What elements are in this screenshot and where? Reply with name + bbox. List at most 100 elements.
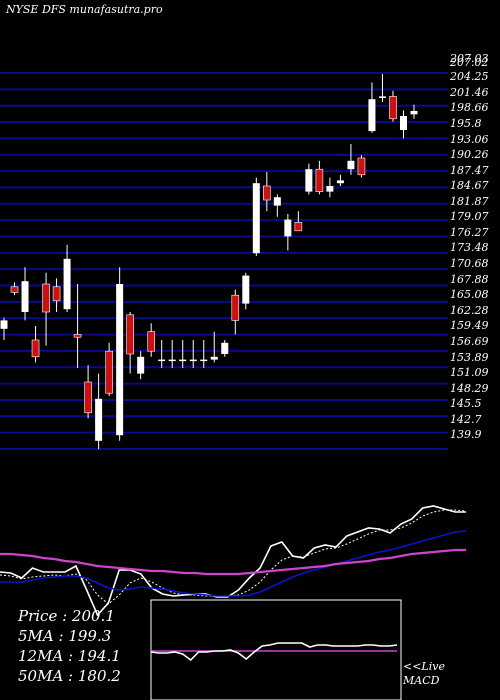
- macd-label: <<Live MACD: [403, 660, 445, 688]
- y-tick-label: 201.46: [449, 86, 489, 99]
- candle-body-up: [284, 219, 292, 237]
- candle-body-up: [252, 183, 260, 254]
- y-tick-label: 153.89: [450, 351, 489, 364]
- moving-average-panel: [0, 505, 467, 617]
- y-tick-label: 179.07: [450, 210, 489, 223]
- candle-body-up: [210, 356, 218, 360]
- candle-body-up: [221, 342, 229, 354]
- macd-panel: [150, 599, 402, 700]
- candle-body-down: [31, 339, 40, 358]
- candle: [73, 284, 82, 368]
- y-tick-label: 165.08: [450, 288, 489, 301]
- candle-body-up: [137, 356, 145, 374]
- candle-body-down: [315, 168, 324, 192]
- candle-body-up: [326, 186, 334, 192]
- candle-body-down: [357, 157, 366, 176]
- ma-series-2: [0, 530, 467, 597]
- candle-body-down: [10, 286, 19, 293]
- candle-body-up: [273, 197, 281, 206]
- candle: [231, 289, 240, 335]
- candle-body-down: [147, 331, 155, 352]
- y-tick-label: 148.29: [450, 382, 489, 395]
- candle: [95, 373, 103, 450]
- y-tick-label: 204.25: [449, 70, 489, 83]
- candle-body-up: [0, 320, 8, 329]
- candle: [137, 351, 145, 380]
- candle: [368, 82, 376, 133]
- candle: [158, 340, 166, 368]
- candle: [315, 160, 324, 195]
- y-tick-label: 173.48: [450, 241, 489, 254]
- y-tick-label: 142.7: [450, 413, 482, 426]
- candle-body-up: [189, 359, 197, 362]
- candle: [168, 340, 176, 368]
- candle: [126, 312, 134, 374]
- candle: [326, 177, 334, 198]
- candle-body-down: [126, 314, 134, 355]
- candle: [63, 244, 71, 312]
- candle: [263, 172, 271, 212]
- candle: [336, 174, 344, 186]
- candle-body-up: [410, 110, 418, 115]
- candle: [378, 74, 386, 102]
- candle: [221, 340, 229, 357]
- candle-body-up: [168, 359, 176, 362]
- candle: [389, 90, 397, 122]
- y-tick-label: 145.5: [450, 397, 482, 410]
- ma-series-3: [0, 548, 466, 576]
- y-tick-label: 207.02: [449, 56, 489, 69]
- ma12-readout: 12MA : 194.1: [18, 647, 121, 665]
- candle: [10, 282, 19, 296]
- candle: [84, 365, 92, 419]
- candle-body-up: [305, 169, 313, 192]
- candle-body-up: [179, 359, 187, 362]
- candle: [357, 155, 366, 178]
- candle: [399, 110, 407, 139]
- candle: [179, 340, 187, 368]
- price-summary: Price : 200.1 5MA : 199.3 12MA : 194.1 5…: [18, 606, 121, 686]
- y-tick-label: 195.8: [450, 117, 482, 130]
- macd-frame: [150, 599, 402, 700]
- candle: [189, 340, 197, 368]
- candle: [147, 323, 155, 357]
- candle-body-down: [389, 96, 397, 120]
- y-tick-label: 181.87: [450, 195, 489, 208]
- y-tick-label: 159.49: [450, 319, 489, 332]
- ma50-readout: 50MA : 180.2: [18, 667, 121, 685]
- y-tick-label: 170.68: [450, 257, 489, 270]
- candle-body-up: [95, 398, 103, 441]
- candle: [200, 340, 208, 368]
- candle-body-up: [378, 96, 386, 98]
- candle: [116, 267, 124, 441]
- y-tick-label: 156.69: [450, 335, 489, 348]
- candle-body-down: [52, 286, 61, 302]
- y-tick-label: 207.03: [449, 52, 489, 65]
- candle-body-up: [368, 99, 376, 132]
- candle-body-down: [73, 334, 82, 338]
- candlesticks: [0, 74, 418, 450]
- candle: [105, 342, 113, 396]
- y-tick-label: 162.28: [450, 304, 489, 317]
- candle: [42, 272, 50, 346]
- macd-series-0: [150, 642, 398, 662]
- candle: [0, 317, 8, 340]
- candle: [347, 144, 355, 175]
- candle: [242, 272, 250, 310]
- candle-body-down: [105, 350, 113, 394]
- candle: [52, 278, 61, 312]
- y-tick-label: 176.27: [450, 226, 489, 239]
- y-tick-label: 190.26: [450, 148, 489, 161]
- y-tick-label: 184.67: [450, 179, 489, 192]
- chart-title: NYSE DFS munafasutra.pro: [6, 3, 163, 16]
- candle-body-up: [116, 284, 124, 436]
- ma-series-1: [0, 509, 467, 605]
- candle: [410, 104, 418, 119]
- candle: [273, 194, 281, 217]
- live-label: <<Live: [403, 660, 445, 673]
- candle-body-down: [263, 185, 271, 201]
- y-tick-label: 193.06: [450, 133, 489, 146]
- candle-body-up: [63, 258, 71, 310]
- y-tick-label: 187.47: [450, 164, 489, 177]
